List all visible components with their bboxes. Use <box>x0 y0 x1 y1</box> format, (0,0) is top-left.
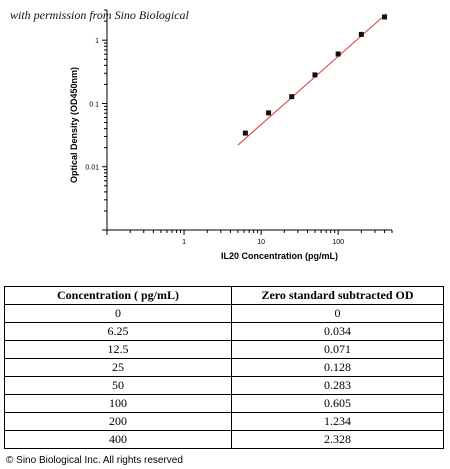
x-tick-label: 10 <box>257 239 265 246</box>
fit-line <box>237 13 387 146</box>
x-tick-label: 1 <box>182 239 186 246</box>
y-axis-label: Optical Density (OD450nm) <box>69 67 79 183</box>
copyright-notice: © Sino Biological Inc. All rights reserv… <box>6 455 183 466</box>
table-row: 400 2.328 <box>4 430 444 449</box>
standard-curve-chart: 1 10 100 0.01 0.1 1 IL20 Concentration (pg/mL)… <box>69 9 393 261</box>
table-row: 6.25 0.034 <box>4 322 444 341</box>
table-header-row: Concentration ( pg/mL) Zero standard sub… <box>4 286 444 305</box>
x-tick-label: 100 <box>332 239 344 246</box>
data-point <box>266 110 272 116</box>
data-point <box>289 94 295 100</box>
cell-concentration: 200 <box>4 412 232 431</box>
cell-concentration: 0 <box>4 304 232 323</box>
table-row: 100 0.605 <box>4 394 444 413</box>
data-point <box>358 31 364 37</box>
column-header-od: Zero standard subtracted OD <box>231 286 444 305</box>
column-header-concentration: Concentration ( pg/mL) <box>4 286 232 305</box>
cell-concentration: 400 <box>4 430 232 449</box>
y-tick-label: 0.1 <box>89 101 99 108</box>
cell-concentration: 50 <box>4 376 232 395</box>
cell-concentration: 100 <box>4 394 232 413</box>
cell-od: 2.328 <box>231 430 444 449</box>
cell-od: 1.234 <box>231 412 444 431</box>
y-tick-label: 0.01 <box>85 165 99 172</box>
cell-concentration: 25 <box>4 358 232 377</box>
watermark-text: with permission from Sino Biological <box>10 8 189 22</box>
data-point <box>312 72 318 78</box>
table-row: 50 0.283 <box>4 376 444 395</box>
x-axis-label: IL20 Concentration (pg/mL) <box>221 251 338 261</box>
y-tick-label: 1 <box>95 38 99 45</box>
standard-data-table: Concentration ( pg/mL) Zero standard sub… <box>4 286 444 449</box>
cell-od: 0.283 <box>231 376 444 395</box>
cell-concentration: 12.5 <box>4 340 232 359</box>
data-point <box>242 130 248 136</box>
cell-od: 0.071 <box>231 340 444 359</box>
table-row: 25 0.128 <box>4 358 444 377</box>
cell-od: 0 <box>231 304 444 323</box>
cell-od: 0.034 <box>231 322 444 341</box>
data-point <box>335 51 341 57</box>
table-row: 200 1.234 <box>4 412 444 431</box>
cell-od: 0.605 <box>231 394 444 413</box>
cell-od: 0.128 <box>231 358 444 377</box>
table-row: 12.5 0.071 <box>4 340 444 359</box>
data-point <box>382 14 388 20</box>
cell-concentration: 6.25 <box>4 322 232 341</box>
